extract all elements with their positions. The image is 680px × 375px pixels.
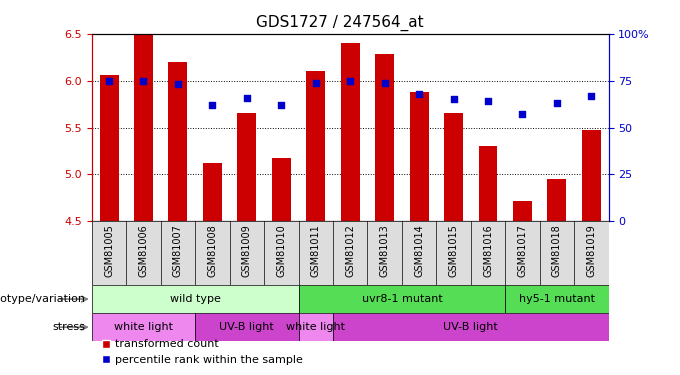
Point (551, 100, 562, 106)
Text: GSM81008: GSM81008 (207, 224, 218, 277)
Text: GSM81019: GSM81019 (586, 224, 596, 277)
Point (310, 80, 321, 86)
Bar (134, 35, 153, 221)
Bar (237, 113, 256, 221)
Text: white light: white light (114, 322, 173, 332)
Bar (582, 130, 601, 221)
Bar (409, 92, 428, 221)
Point (138, 78, 149, 84)
Text: white light: white light (286, 322, 345, 332)
Bar (375, 54, 394, 221)
Text: GSM81009: GSM81009 (242, 224, 252, 277)
Bar (195, 313, 299, 341)
Text: GDS1727 / 247564_at: GDS1727 / 247564_at (256, 15, 424, 31)
Point (241, 94, 252, 100)
Point (413, 91, 424, 97)
Point (103, 78, 114, 84)
Point (345, 78, 356, 84)
Bar (99, 75, 118, 221)
Bar (272, 159, 291, 221)
Text: GSM81005: GSM81005 (104, 224, 114, 278)
Bar (505, 285, 609, 313)
Text: GSM81017: GSM81017 (517, 224, 528, 278)
Text: GSM81018: GSM81018 (552, 224, 562, 277)
Bar (306, 71, 325, 221)
Bar (203, 163, 222, 221)
Text: UV-B light: UV-B light (220, 322, 274, 332)
Text: GSM81006: GSM81006 (139, 224, 148, 277)
Bar (341, 43, 360, 221)
Bar (513, 201, 532, 221)
Bar (444, 113, 463, 221)
Text: wild type: wild type (170, 294, 220, 304)
Text: GSM81014: GSM81014 (414, 224, 424, 277)
Bar (299, 285, 505, 313)
Text: GSM81015: GSM81015 (449, 224, 458, 278)
Bar (547, 179, 566, 221)
Point (173, 81, 184, 87)
Point (586, 93, 597, 99)
Bar (479, 146, 498, 221)
Point (379, 80, 390, 86)
Bar (92, 313, 195, 341)
Text: GSM81011: GSM81011 (311, 224, 321, 277)
Text: GSM81016: GSM81016 (483, 224, 493, 277)
Legend: transformed count, percentile rank within the sample: transformed count, percentile rank withi… (97, 335, 307, 369)
Point (483, 98, 494, 104)
Point (517, 111, 528, 117)
Bar (169, 62, 188, 221)
Text: uvr8-1 mutant: uvr8-1 mutant (362, 294, 442, 304)
Text: GSM81007: GSM81007 (173, 224, 183, 278)
Text: hy5-1 mutant: hy5-1 mutant (519, 294, 595, 304)
Text: genotype/variation: genotype/variation (0, 294, 85, 304)
Text: GSM81012: GSM81012 (345, 224, 355, 278)
Text: UV-B light: UV-B light (443, 322, 498, 332)
Bar (299, 313, 333, 341)
Point (207, 102, 218, 108)
Bar (92, 285, 299, 313)
Text: stress: stress (52, 322, 85, 332)
Bar (333, 313, 609, 341)
Point (276, 102, 287, 108)
Point (448, 96, 459, 102)
Text: GSM81013: GSM81013 (379, 224, 390, 277)
Text: GSM81010: GSM81010 (276, 224, 286, 277)
